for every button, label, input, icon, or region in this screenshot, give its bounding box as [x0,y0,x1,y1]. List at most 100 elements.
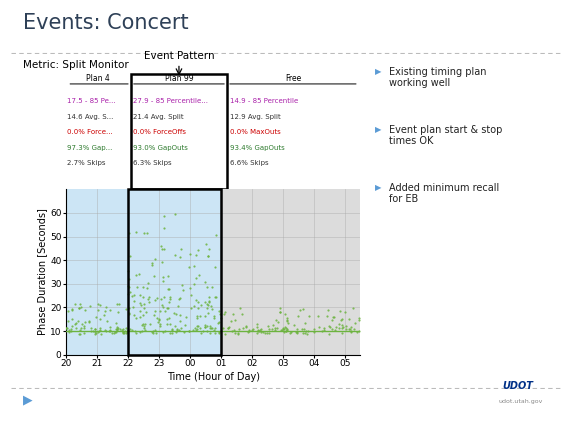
Point [215,311,224,318]
Point [152,329,161,336]
Point [121,327,130,334]
Point [166,329,175,336]
Point [111,329,120,335]
Point [112,325,121,332]
Point [252,329,261,336]
Point [130,292,139,299]
Point [344,326,353,332]
Point [195,325,204,332]
Point [137,301,146,308]
Point [354,315,363,322]
Point [70,300,80,307]
Point [172,310,181,317]
Point [198,327,207,334]
Point [203,253,212,260]
Bar [221,189,360,355]
Bar [128,189,221,355]
Point [210,264,219,270]
Text: ▶: ▶ [23,393,33,406]
Point [125,276,134,283]
Point [228,310,237,317]
Point [207,305,216,312]
Point [125,304,134,311]
Point [140,229,149,236]
Point [192,322,201,329]
Point [255,328,264,335]
Point [74,331,84,338]
Point [317,328,327,335]
Point [206,302,215,309]
Point [140,325,149,332]
Point [205,325,214,332]
Point [75,301,84,307]
Point [267,325,276,332]
Point [67,315,76,322]
Point [144,280,153,287]
Point [145,299,154,306]
Point [158,246,167,252]
Point [113,324,122,331]
Point [160,308,169,315]
Text: ▶: ▶ [375,183,381,192]
Point [142,284,152,291]
Point [271,325,280,332]
Point [152,314,161,321]
Point [185,251,194,258]
Point [139,321,148,328]
Point [155,315,164,322]
Point [214,329,223,335]
Text: 0.0% Force...: 0.0% Force... [67,129,113,135]
Point [145,320,154,327]
Point [202,305,211,312]
Point [164,273,173,280]
Text: Plan 4: Plan 4 [86,74,110,83]
Point [280,326,289,332]
Point [313,312,323,319]
Bar [128,189,221,355]
Point [210,312,219,319]
Point [299,305,308,312]
Text: 0.0% ForceOffs: 0.0% ForceOffs [133,129,186,135]
Point [193,247,202,254]
Point [331,324,340,331]
Point [129,298,138,305]
Point [150,297,159,304]
Point [285,329,294,336]
Point [292,329,301,335]
Point [203,301,212,308]
Point [139,323,148,330]
Point [202,328,211,335]
Point [338,329,347,336]
Point [125,289,134,295]
Point [207,283,216,290]
Point [135,313,144,320]
Point [160,246,169,252]
Point [200,299,209,306]
Point [283,317,292,324]
Point [281,324,291,331]
Point [175,327,184,334]
Text: Event Pattern: Event Pattern [144,52,214,61]
Point [214,330,224,337]
Point [90,326,99,332]
Point [200,322,209,329]
Point [189,281,198,288]
Point [205,294,214,301]
Point [160,212,169,219]
Point [165,296,174,303]
Point [231,329,240,336]
Point [277,326,287,333]
Point [148,329,157,335]
Point [74,305,84,312]
Point [219,311,228,318]
Point [238,310,247,317]
Point [125,309,134,316]
Point [224,325,233,332]
Text: 21.4 Avg. Split: 21.4 Avg. Split [133,114,184,120]
Point [205,330,214,337]
Point [174,295,184,302]
Point [158,329,168,335]
Point [114,301,123,307]
Point [248,326,257,332]
Point [189,303,198,310]
